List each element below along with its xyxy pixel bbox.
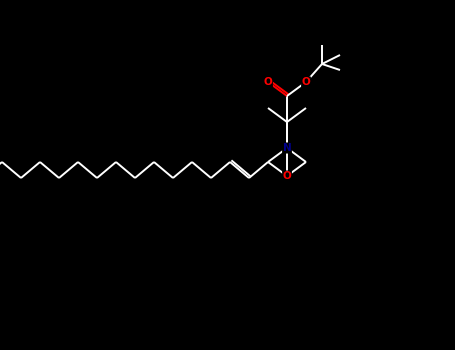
Text: O: O xyxy=(283,171,291,181)
Text: O: O xyxy=(263,77,273,87)
Text: N: N xyxy=(283,143,291,153)
Text: O: O xyxy=(302,77,310,87)
